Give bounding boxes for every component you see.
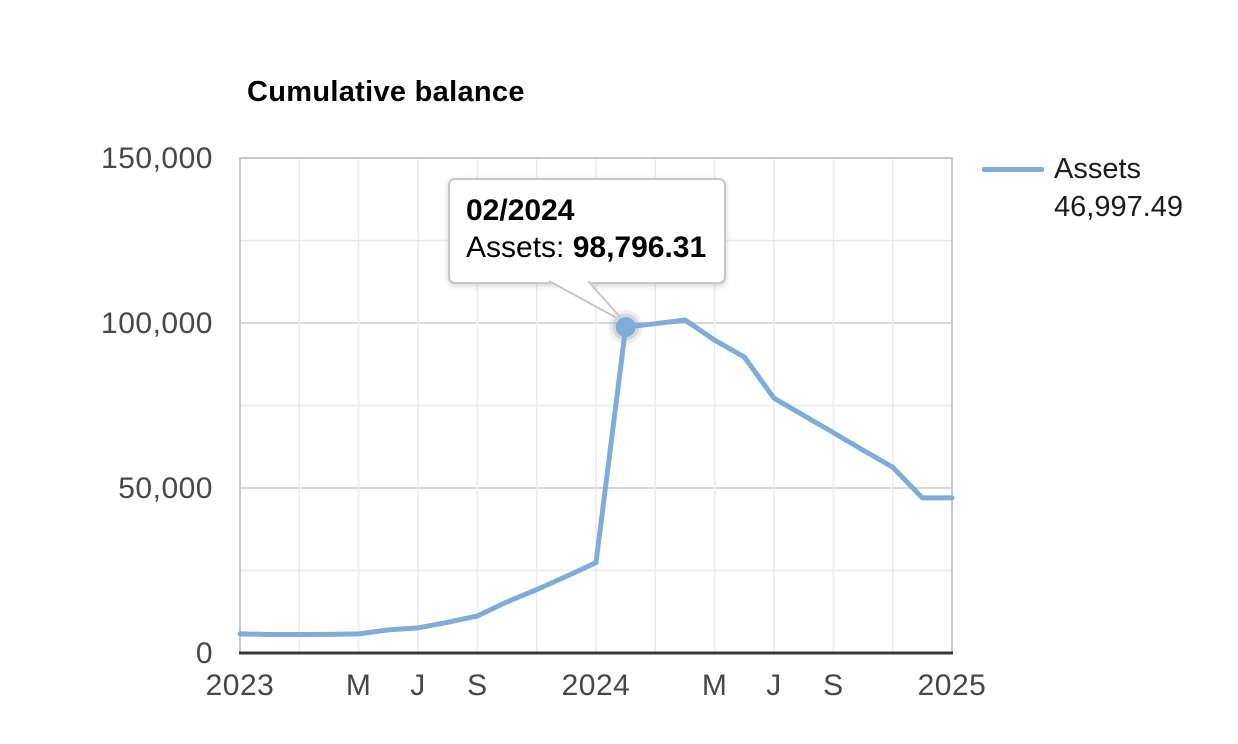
x-axis-tick-label: M (702, 669, 728, 702)
x-axis-tick-label: M (346, 669, 372, 702)
legend-item-assets[interactable]: Assets (982, 150, 1183, 188)
x-axis-tick-label: J (410, 669, 426, 702)
highlighted-data-point[interactable] (615, 316, 636, 337)
tooltip-series-value: Assets: 98,796.31 (466, 229, 708, 266)
x-axis-tick-label: 2023 (206, 669, 275, 702)
assets-line-series[interactable] (237, 317, 955, 637)
y-axis-tick-label: 150,000 (101, 142, 213, 175)
tooltip-value: 98,796.31 (572, 231, 707, 264)
x-axis-tick-label: S (823, 669, 844, 702)
x-axis-tick-label: 2024 (562, 669, 631, 702)
x-axis-tick-label: S (467, 669, 488, 702)
chart-title: Cumulative balance (247, 76, 525, 108)
data-point-tooltip: 02/2024 Assets: 98,796.31 (448, 178, 726, 284)
x-axis-tick-label: J (766, 669, 782, 702)
legend-series-label: Assets (1054, 153, 1142, 185)
legend-line-swatch (982, 166, 1044, 172)
tooltip-series-label: Assets: (466, 231, 565, 264)
legend-series-value: 46,997.49 (1054, 191, 1184, 223)
y-axis-tick-label: 50,000 (118, 472, 213, 505)
tooltip-date: 02/2024 (466, 194, 575, 227)
x-axis-tick-label: 2025 (918, 669, 987, 702)
y-axis-tick-label: 0 (196, 637, 213, 670)
chart-legend: Assets 46,997.49 (982, 150, 1183, 226)
y-axis-tick-label: 100,000 (101, 307, 213, 340)
tooltip-pointer (548, 280, 621, 319)
